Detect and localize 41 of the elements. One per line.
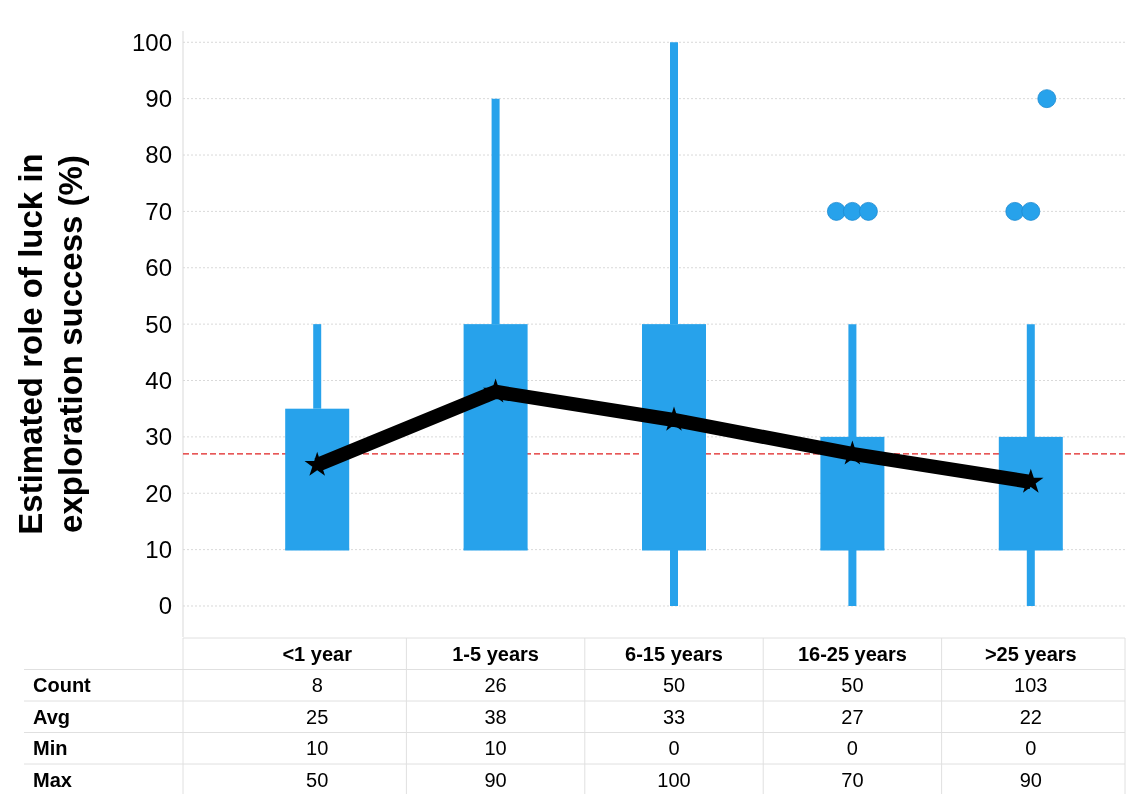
y-tick-label: 90 — [145, 85, 172, 113]
data-label: 33 — [662, 705, 686, 728]
y-tick-label: 40 — [145, 366, 172, 394]
y-tick-label: 80 — [145, 141, 172, 169]
x-tick-label: 16-25 years — [797, 642, 907, 665]
data-label: 27 — [841, 705, 864, 728]
y-tick-label: 60 — [145, 254, 172, 282]
text: 50 — [306, 768, 329, 791]
data-label: 38 — [484, 705, 507, 728]
y-tick-label: 10 — [145, 536, 172, 564]
text: 50 — [662, 674, 686, 697]
text: 0 — [846, 737, 858, 760]
text: 10 — [484, 737, 507, 760]
text: 0 — [1025, 737, 1037, 760]
y-tick-label: 100 — [131, 28, 172, 56]
text: Min — [33, 737, 68, 760]
text: Count — [33, 674, 92, 697]
text: 100 — [657, 768, 691, 791]
text: 90 — [484, 768, 507, 791]
x-tick-label: >25 years — [984, 642, 1077, 665]
x-tick-label: <1 year — [282, 642, 353, 665]
y-tick-label: 0 — [158, 592, 172, 620]
text: 50 — [841, 674, 864, 697]
y-tick-label: 20 — [145, 479, 172, 507]
text: 103 — [1014, 674, 1048, 697]
text: 10 — [306, 737, 329, 760]
x-tick-label: 1-5 years — [452, 642, 539, 665]
text: 0 — [668, 737, 680, 760]
text: 8 — [311, 674, 323, 697]
data-label: 25 — [306, 705, 329, 728]
y-tick-label: 70 — [145, 197, 172, 225]
y-tick-label: 50 — [145, 310, 172, 338]
x-tick-label: 6-15 years — [625, 642, 723, 665]
text: Max — [33, 768, 72, 791]
text: 26 — [484, 674, 507, 697]
y-tick-label: 30 — [145, 423, 172, 451]
text: Avg — [33, 705, 71, 728]
y-axis-title: Estimated role of luck in exploration success (%) — [11, 153, 89, 535]
data-label: 22 — [1019, 705, 1042, 728]
text: 70 — [841, 768, 864, 791]
text: 90 — [1019, 768, 1042, 791]
